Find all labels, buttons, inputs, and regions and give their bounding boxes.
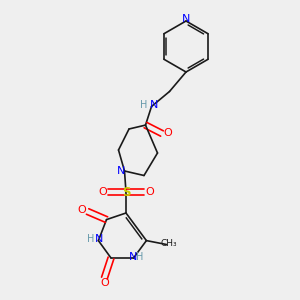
Text: H: H (87, 234, 94, 244)
Text: O: O (100, 278, 109, 289)
Text: O: O (98, 187, 107, 197)
Text: CH₃: CH₃ (160, 238, 177, 247)
Text: N: N (117, 166, 126, 176)
Text: S: S (122, 185, 130, 199)
Text: O: O (145, 187, 154, 197)
Text: N: N (95, 234, 103, 244)
Text: O: O (77, 205, 86, 215)
Text: N: N (182, 14, 190, 25)
Text: N: N (129, 251, 138, 262)
Text: H: H (140, 100, 148, 110)
Text: O: O (163, 128, 172, 139)
Text: N: N (150, 100, 159, 110)
Text: H: H (136, 251, 144, 262)
